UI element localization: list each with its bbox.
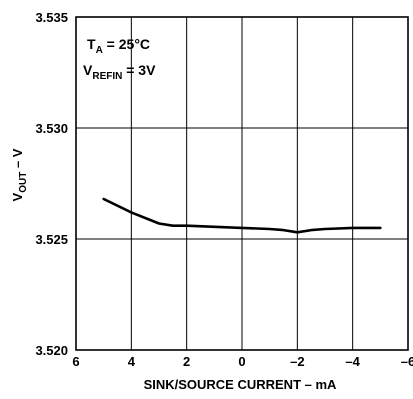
- tick-labels: 6 4 2 0 –2 –4 –6 3.520 3.525 3.530 3.535: [35, 10, 413, 369]
- x-tick-label: –2: [290, 354, 304, 369]
- annotation-vrefin: VREFIN = 3V: [83, 62, 156, 82]
- x-tick-label: 0: [238, 354, 245, 369]
- grid: [76, 17, 408, 350]
- plot-frame: [75, 16, 409, 351]
- y-tick-label: 3.520: [35, 343, 68, 358]
- x-tick-label: 2: [183, 354, 190, 369]
- y-tick-label: 3.530: [35, 121, 68, 136]
- x-tick-label: –4: [345, 354, 360, 369]
- x-axis-title: SINK/SOURCE CURRENT – mA: [144, 377, 337, 392]
- x-tick-label: –6: [401, 354, 413, 369]
- y-tick-label: 3.535: [35, 10, 68, 25]
- series-line-vout: [102, 197, 382, 234]
- x-tick-label: 6: [72, 354, 79, 369]
- y-axis-title: VOUT – V: [10, 148, 29, 201]
- y-tick-label: 3.525: [35, 232, 68, 247]
- x-tick-label: 4: [128, 354, 136, 369]
- annotation-temperature: TA = 25°C: [87, 36, 150, 56]
